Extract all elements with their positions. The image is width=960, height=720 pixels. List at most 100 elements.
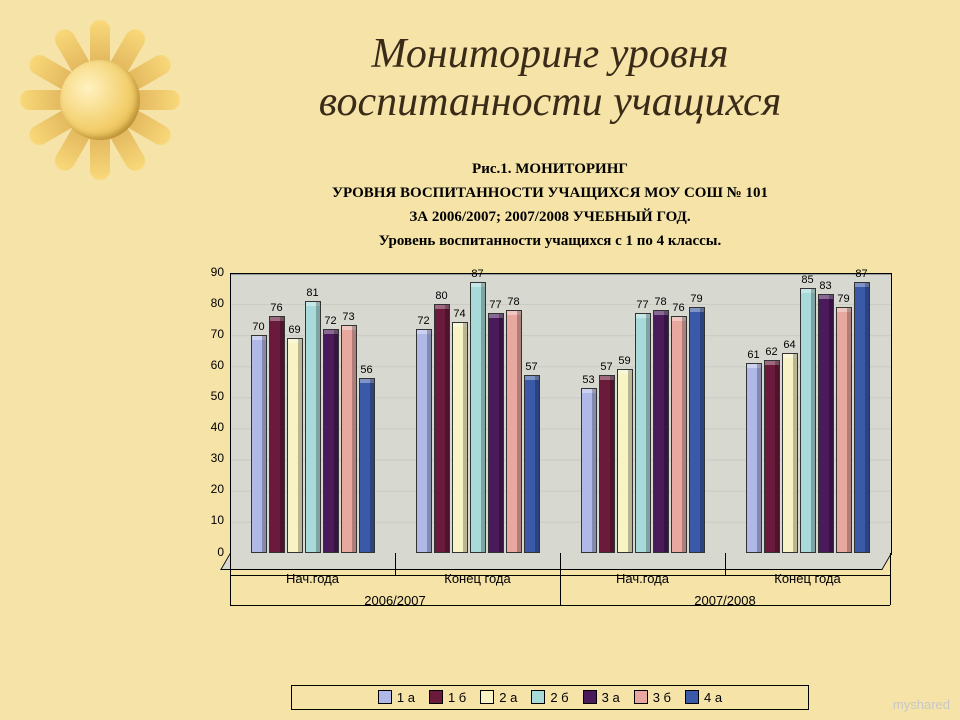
bar-value-label: 85	[801, 274, 813, 286]
bar-value-label: 79	[690, 293, 702, 305]
legend-swatch	[480, 690, 494, 704]
bar-value-label: 61	[747, 349, 759, 361]
legend-label: 2 б	[550, 690, 568, 705]
bar-value-label: 76	[270, 302, 282, 314]
category-label: Нач.года	[560, 571, 725, 586]
legend-item: 3 б	[634, 690, 671, 705]
sub-line-2: ЗА 2006/2007; 2007/2008 УЧЕБНЫЙ ГОД.	[409, 209, 690, 225]
bar: 76	[671, 316, 687, 552]
bar-value-label: 64	[783, 339, 795, 351]
legend-swatch	[583, 690, 597, 704]
slide-title: Мониторинг уровня воспитанности учащихся	[170, 30, 930, 127]
bar-value-label: 69	[288, 324, 300, 336]
bar: 77	[488, 313, 504, 553]
bar: 80	[434, 304, 450, 553]
y-tick-label: 60	[190, 358, 224, 372]
bar-value-label: 57	[525, 361, 537, 373]
legend-swatch	[531, 690, 545, 704]
title-line-2: воспитанности учащихся	[319, 79, 781, 125]
bar-value-label: 62	[765, 346, 777, 358]
chart-caption: Рис.1. МОНИТОРИНГ УРОВНЯ ВОСПИТАННОСТИ У…	[170, 157, 930, 253]
legend-label: 1 а	[397, 690, 415, 705]
legend-swatch	[685, 690, 699, 704]
bar-value-label: 78	[654, 296, 666, 308]
y-tick-label: 90	[190, 265, 224, 279]
y-tick-label: 80	[190, 296, 224, 310]
legend-label: 1 б	[448, 690, 466, 705]
bar: 62	[764, 360, 780, 553]
bar-value-label: 83	[819, 280, 831, 292]
bar: 73	[341, 325, 357, 552]
title-line-1: Мониторинг уровня	[372, 31, 729, 77]
bar-value-label: 76	[672, 302, 684, 314]
y-tick-label: 40	[190, 420, 224, 434]
bar: 64	[782, 353, 798, 552]
sub-line-1: УРОВНЯ ВОСПИТАННОСТИ УЧАЩИХСЯ МОУ СОШ № …	[332, 185, 768, 201]
bar: 81	[305, 301, 321, 553]
bar: 70	[251, 335, 267, 553]
bar-value-label: 59	[618, 355, 630, 367]
bar: 87	[854, 282, 870, 553]
legend-item: 1 а	[378, 690, 415, 705]
legend-swatch	[378, 690, 392, 704]
bar: 56	[359, 378, 375, 552]
bar: 79	[836, 307, 852, 553]
y-tick-label: 30	[190, 451, 224, 465]
legend-label: 3 а	[602, 690, 620, 705]
year-separator	[560, 553, 561, 605]
y-tick-label: 70	[190, 327, 224, 341]
bar: 57	[599, 375, 615, 552]
bar-value-label: 77	[636, 299, 648, 311]
bar: 69	[287, 338, 303, 553]
bar: 74	[452, 322, 468, 552]
bar-value-label: 78	[507, 296, 519, 308]
legend-label: 2 а	[499, 690, 517, 705]
legend-item: 3 а	[583, 690, 620, 705]
bar-chart: 7076698172735672807487777857535759777876…	[190, 263, 910, 623]
bar: 78	[653, 310, 669, 553]
bar: 72	[416, 329, 432, 553]
bar: 72	[323, 329, 339, 553]
bar: 53	[581, 388, 597, 553]
bar: 57	[524, 375, 540, 552]
sub-line-0: Рис.1. МОНИТОРИНГ	[472, 161, 628, 177]
bar-value-label: 56	[360, 364, 372, 376]
bar: 78	[506, 310, 522, 553]
bar-value-label: 77	[489, 299, 501, 311]
chart-floor	[220, 553, 892, 570]
legend-swatch	[634, 690, 648, 704]
y-tick-label: 0	[190, 545, 224, 559]
bar-value-label: 74	[453, 308, 465, 320]
legend-item: 2 б	[531, 690, 568, 705]
bar: 87	[470, 282, 486, 553]
legend-label: 4 а	[704, 690, 722, 705]
bar-value-label: 87	[855, 268, 867, 280]
legend-item: 2 а	[480, 690, 517, 705]
bar: 59	[617, 369, 633, 553]
bar-value-label: 80	[435, 290, 447, 302]
sub-line-3: Уровень воспитанности учащихся с 1 по 4 …	[379, 233, 722, 249]
bar-value-label: 70	[252, 321, 264, 333]
bar: 79	[689, 307, 705, 553]
category-label: Конец года	[725, 571, 890, 586]
legend: 1 а 1 б 2 а 2 б 3 а 3 б 4 а	[291, 685, 809, 710]
slide: Мониторинг уровня воспитанности учащихся…	[0, 0, 960, 720]
legend-swatch	[429, 690, 443, 704]
bar-value-label: 87	[471, 268, 483, 280]
bar-value-label: 73	[342, 311, 354, 323]
bar-value-label: 57	[600, 361, 612, 373]
bar-value-label: 81	[306, 287, 318, 299]
category-label: Конец года	[395, 571, 560, 586]
y-tick-label: 10	[190, 513, 224, 527]
legend-item: 1 б	[429, 690, 466, 705]
legend-label: 3 б	[653, 690, 671, 705]
content-area: Мониторинг уровня воспитанности учащихся…	[170, 20, 930, 700]
category-label: Нач.года	[230, 571, 395, 586]
bar: 77	[635, 313, 651, 553]
bar: 61	[746, 363, 762, 553]
bar: 76	[269, 316, 285, 552]
bar: 83	[818, 294, 834, 552]
y-tick-label: 50	[190, 389, 224, 403]
sun-face-icon	[60, 60, 140, 140]
category-separator	[725, 553, 726, 575]
